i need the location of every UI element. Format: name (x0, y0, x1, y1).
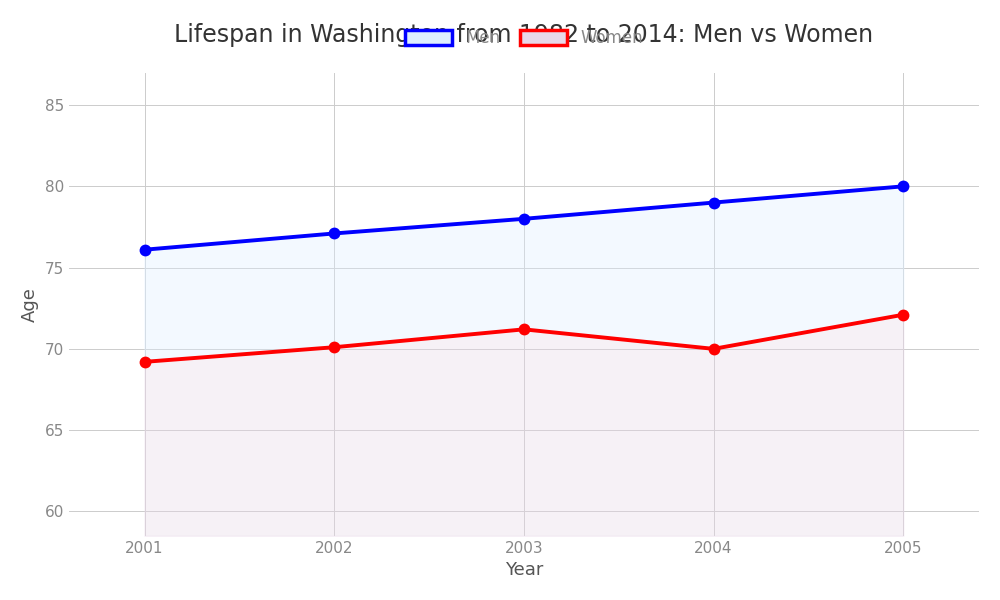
X-axis label: Year: Year (505, 561, 543, 579)
Title: Lifespan in Washington from 1982 to 2014: Men vs Women: Lifespan in Washington from 1982 to 2014… (174, 23, 873, 47)
Legend: Men, Women: Men, Women (397, 20, 651, 55)
Y-axis label: Age: Age (21, 287, 39, 322)
